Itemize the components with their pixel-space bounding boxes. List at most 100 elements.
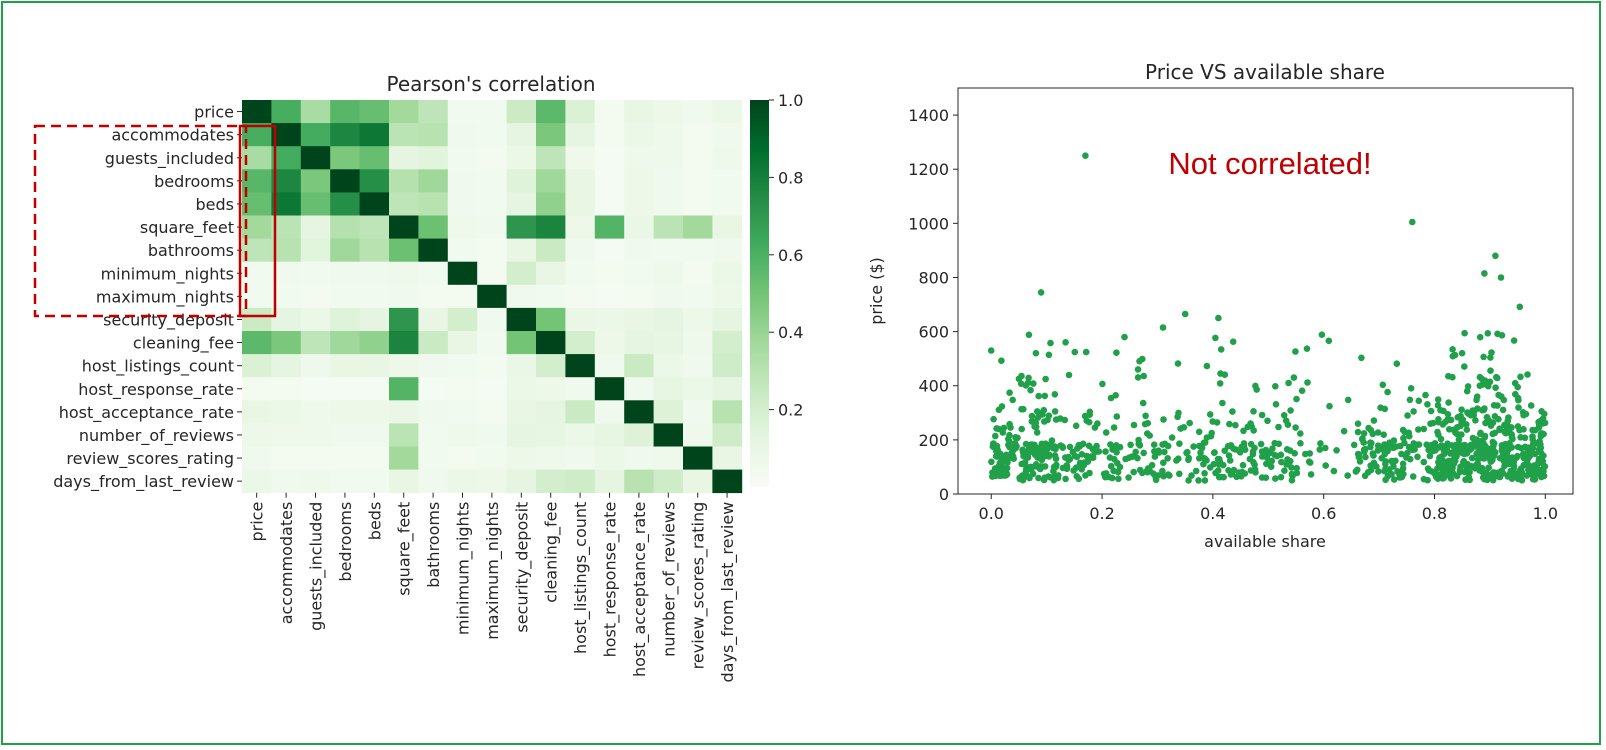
heatmap-cell [359,146,390,170]
scatter-point [1176,440,1183,448]
scatter-point [1535,424,1543,431]
heatmap-row-label: bedrooms [154,172,234,191]
heatmap-cell [271,123,302,147]
heatmap-cell [330,146,360,170]
scatter-point [1292,348,1299,355]
heatmap-cell [300,331,331,355]
scatter-point [1018,425,1025,433]
scatter-point [1071,348,1079,356]
scatter-point [1045,351,1053,359]
scatter-point [1453,424,1461,431]
heatmap-cell [683,146,713,170]
scatter-point [1003,456,1010,463]
heatmap-cell [712,400,743,424]
scatter-point [1252,469,1259,476]
heatmap-cell [536,192,566,216]
scatter-point [1032,349,1040,357]
scatter-point [1322,444,1329,452]
heatmap-cell [536,423,566,447]
heatmap-cell [330,446,360,470]
heatmap-cell [683,284,713,309]
heatmap-cell [359,284,390,309]
heatmap-cell [359,192,390,216]
scatter-point [1298,387,1306,395]
scatter-point [1493,373,1500,381]
heatmap-cell [506,354,537,378]
scatter-point [1066,443,1074,451]
scatter-point [1355,451,1363,458]
scatter-point [1282,417,1290,425]
heatmap-cell [653,215,684,239]
scatter-point [1283,446,1291,453]
scatter-point [1211,449,1218,456]
scatter-point [1488,456,1496,464]
heatmap-cell [477,215,507,239]
heatmap-cell [477,307,507,332]
scatter-point [1262,474,1270,482]
scatter-point [1005,441,1012,449]
scatter-point [1514,452,1521,460]
heatmap-cell [271,284,302,309]
heatmap-cell [624,423,654,447]
heatmap-cell [418,446,449,470]
heatmap-cell [712,261,743,286]
heatmap-cell [330,123,360,147]
scatter-point [1102,429,1110,436]
heatmap-cell [300,377,331,401]
heatmap-cell [653,354,684,378]
y-tick-label: 1000 [908,214,949,233]
heatmap-cell [300,215,331,239]
scatter-point [1498,447,1506,454]
scatter-point [1460,444,1467,452]
heatmap-cell [330,400,360,424]
scatter-point [1185,477,1192,484]
scatter-point [1409,446,1416,454]
scatter-point [1051,408,1059,415]
heatmap-cell [330,331,360,355]
heatmap-cell [594,169,625,193]
scatter-point [1487,367,1494,375]
heatmap-cell [712,284,743,309]
scatter-point [1201,439,1209,446]
scatter-point [1113,349,1120,357]
scatter-point [1375,468,1382,475]
heatmap-cell [683,100,713,124]
scatter-point [1499,470,1507,477]
heatmap-cell [242,100,272,124]
scatter-point [1247,440,1255,448]
heatmap-cell [447,169,478,193]
y-tick-label: 200 [918,431,949,450]
scatter-point [1168,434,1176,441]
heatmap-cell [330,192,360,216]
scatter-point [1164,442,1172,450]
heatmap-column-label: price [248,502,267,542]
heatmap-cell [594,307,625,332]
scatter-point [1340,427,1348,435]
scatter-point [1523,458,1531,466]
scatter-point [1370,417,1378,424]
heatmap-cell [418,284,449,309]
scatter-point [1188,472,1195,479]
scatter-title: Price VS available share [1145,60,1385,84]
scatter-point [1410,408,1417,415]
heatmap-cell [242,238,272,263]
scatter-point [1134,454,1141,462]
scatter-point [1481,405,1488,412]
scatter-point [1251,461,1258,469]
heatmap-cell [300,423,331,447]
scatter-point [991,444,998,451]
scatter-point [1474,449,1482,456]
scatter-point [1258,453,1266,460]
scatter-point [1271,451,1279,459]
scatter-point [1425,467,1433,474]
heatmap-cell [330,238,360,263]
scatter-point [1350,441,1358,449]
heatmap-row-label: beds [196,195,235,214]
scatter-point [1239,461,1247,469]
scatter-point [1360,430,1368,437]
heatmap-cell [330,307,360,332]
scatter-point [1049,444,1057,452]
heatmap-cell [389,284,419,309]
heatmap-cell [418,400,449,424]
heatmap-cell [389,238,419,263]
